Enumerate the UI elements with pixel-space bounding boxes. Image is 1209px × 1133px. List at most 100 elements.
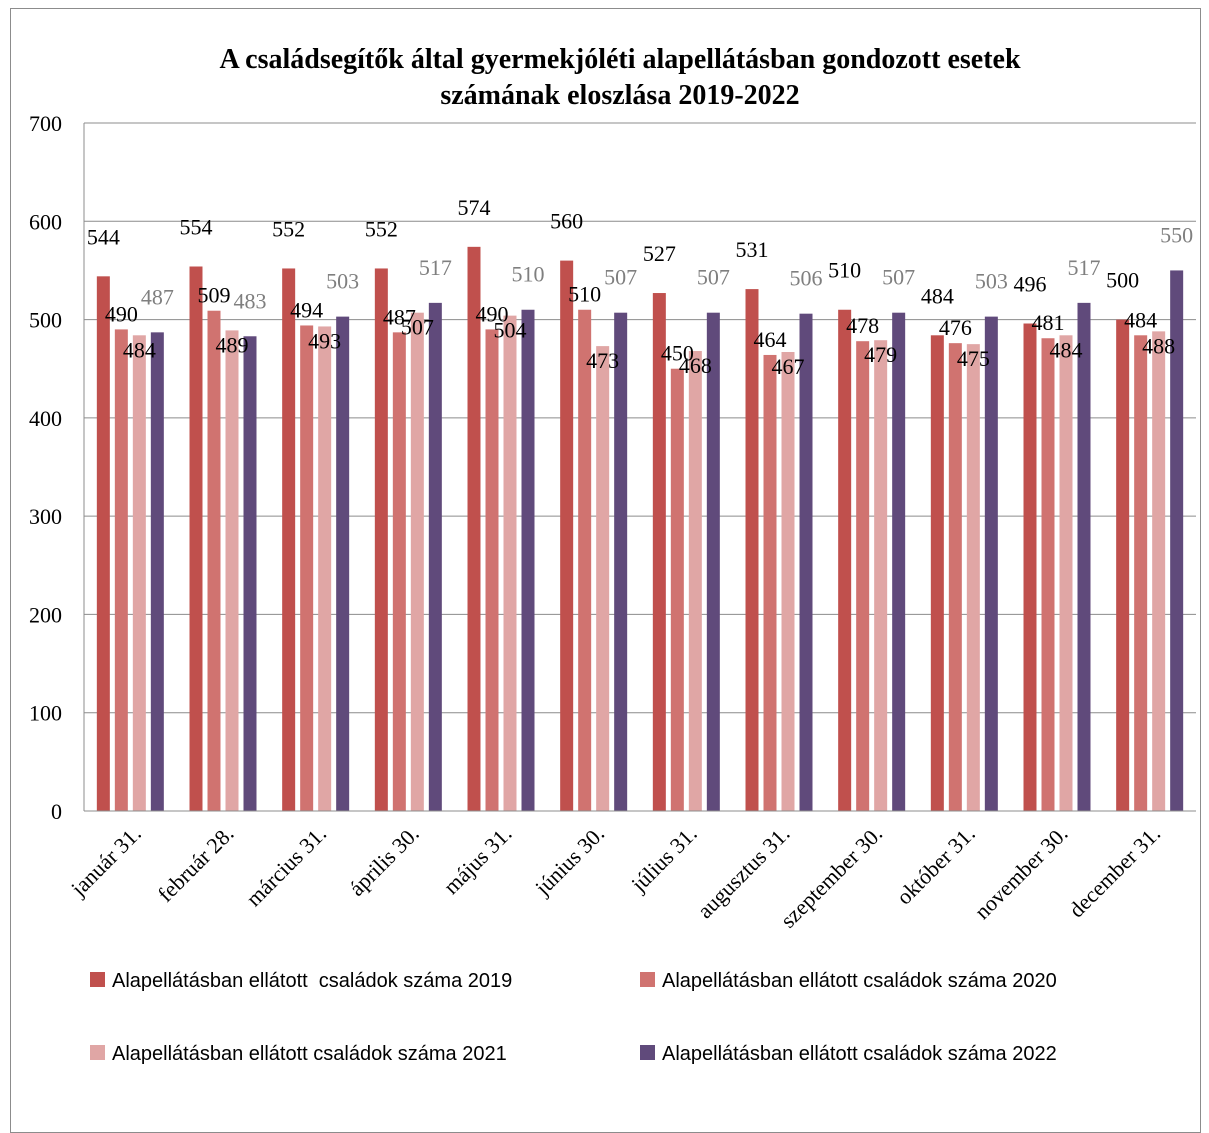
data-label: 531 [736, 237, 769, 262]
bar [706, 312, 720, 811]
bar [560, 260, 574, 812]
y-tick-label: 200 [29, 602, 62, 627]
data-label: 552 [272, 216, 305, 241]
bar [966, 344, 980, 811]
data-label: 484 [1050, 337, 1083, 362]
data-label: 504 [494, 318, 527, 343]
bar [1059, 335, 1073, 811]
x-tick-label: június 30. [529, 821, 609, 901]
bar [874, 340, 888, 811]
bar [670, 368, 684, 811]
data-label: 479 [864, 342, 897, 367]
legend-swatch [90, 1045, 105, 1060]
bar [225, 330, 239, 811]
bar [467, 246, 481, 812]
data-label: 483 [234, 288, 267, 313]
data-label: 468 [679, 353, 712, 378]
data-label: 487 [383, 304, 416, 329]
bar [207, 310, 221, 811]
bar [614, 312, 628, 811]
data-label: 500 [1106, 268, 1139, 293]
data-label: 510 [512, 262, 545, 287]
legend-label: Alapellátásban ellátott családok száma 2… [112, 970, 512, 992]
x-tick-label: február 28. [153, 821, 239, 907]
data-label: 484 [1124, 307, 1157, 332]
bar [392, 332, 406, 811]
data-label: 490 [476, 301, 509, 326]
data-label: 503 [975, 269, 1008, 294]
data-label: 527 [643, 241, 676, 266]
bars [96, 246, 1184, 812]
bar [781, 352, 795, 811]
data-label: 507 [697, 265, 730, 290]
x-tick-label: március 31. [241, 821, 331, 911]
bar [688, 351, 702, 811]
data-label: 488 [1142, 333, 1175, 358]
bar [1170, 270, 1184, 811]
bar [763, 354, 777, 811]
data-label: 574 [458, 195, 491, 220]
legend-label: Alapellátásban ellátott családok száma 2… [112, 1043, 507, 1065]
data-label: 467 [772, 354, 805, 379]
y-tick-label: 400 [29, 406, 62, 431]
data-label: 496 [1014, 272, 1047, 297]
bar [114, 329, 128, 811]
data-label: 510 [828, 258, 861, 283]
chart-title-line-1: A családsegítők által gyermekjóléti alap… [219, 44, 1020, 75]
bar [930, 335, 944, 811]
y-axis: 0 100 200 300 400 500 600 700 [29, 111, 85, 824]
bar [1023, 323, 1037, 811]
bar [856, 341, 870, 811]
data-label: 490 [105, 301, 138, 326]
x-tick-label: október 31. [891, 821, 980, 910]
data-label: 476 [939, 315, 972, 340]
x-axis: január 31. február 28. március 31. április … [65, 810, 1196, 933]
bar [1152, 331, 1166, 811]
data-label: 494 [290, 297, 323, 322]
data-label: 509 [198, 283, 231, 308]
data-labels: 544 490 484 487 554 509 489 483 552 494 493 503 552 4… [87, 195, 1193, 379]
data-label: 503 [326, 269, 359, 294]
x-tick-label: január 31. [65, 821, 146, 902]
y-tick-label: 700 [29, 111, 62, 136]
y-tick-label: 100 [29, 701, 62, 726]
bar [318, 326, 332, 811]
legend-swatch [90, 972, 105, 987]
data-label: 484 [123, 337, 156, 362]
x-tick-label: április 30. [344, 821, 424, 901]
bar [1116, 319, 1130, 811]
x-tick-label: július 31. [626, 821, 702, 897]
bar [948, 343, 962, 811]
data-label: 489 [216, 332, 249, 357]
bar [428, 302, 442, 811]
data-label: 506 [790, 266, 823, 291]
data-label: 493 [308, 328, 341, 353]
bar [189, 266, 203, 811]
bar [1134, 335, 1148, 811]
bar [1041, 338, 1055, 811]
data-label: 517 [419, 255, 452, 280]
data-label: 510 [568, 282, 601, 307]
legend-label: Alapellátásban ellátott családok száma 2… [662, 970, 1057, 992]
y-tick-label: 300 [29, 504, 62, 529]
y-tick-label: 500 [29, 308, 62, 333]
data-label: 517 [1068, 255, 1101, 280]
legend-label: Alapellátásban ellátott családok száma 2… [662, 1043, 1057, 1065]
data-label: 487 [141, 284, 174, 309]
bar [410, 312, 424, 811]
bar [521, 309, 535, 811]
x-tick-label: augusztus 31. [692, 821, 794, 923]
x-tick-label: május 31. [438, 821, 516, 899]
legend-swatch [640, 1045, 655, 1060]
bar [503, 315, 517, 811]
bar [336, 316, 350, 811]
data-label: 554 [180, 214, 213, 239]
bar [596, 346, 610, 811]
data-label: 507 [882, 265, 915, 290]
data-label: 450 [661, 341, 694, 366]
data-label: 464 [754, 327, 787, 352]
x-tick-label: november 30. [969, 821, 1072, 924]
bar [652, 293, 666, 811]
y-tick-label: 600 [29, 209, 62, 234]
